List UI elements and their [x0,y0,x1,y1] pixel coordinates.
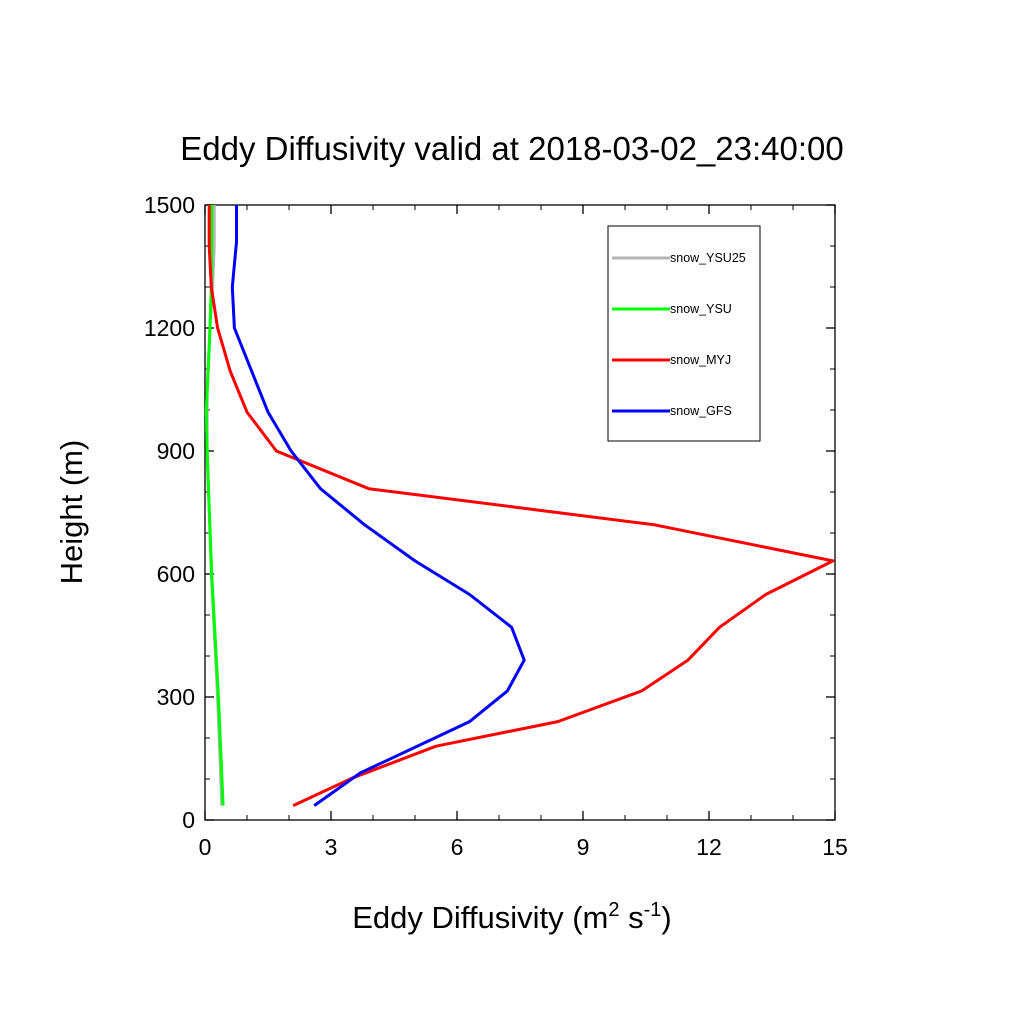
legend-label-snow-myj: snow_MYJ [670,353,731,367]
series-layer [204,205,835,807]
y-tick-label: 900 [157,438,195,464]
x-tick-label: 9 [577,834,590,860]
x-tick-label: 15 [822,834,848,860]
legend: snow_YSU25 snow_YSU snow_MYJ snow_GFS [607,225,761,442]
plot-area: 0 3 6 9 12 15 0 300 600 900 1200 1500 [144,192,848,860]
x-tick-label: 12 [696,834,722,860]
chart-title: Eddy Diffusivity valid at 2018-03-02_23:… [180,130,843,167]
y-tick-label: 600 [157,561,195,587]
series-line-snow-ysu [204,205,225,806]
y-axis-label: Height (m) [54,440,89,585]
x-axis-label: Eddy Diffusivity (m2 s-1) [352,899,671,935]
series-line-snow-myj [207,205,835,807]
x-tick-label: 6 [451,834,464,860]
y-tick-label: 0 [182,807,195,833]
x-tick-label: 0 [199,834,212,860]
legend-label-snow-gfs: snow_GFS [670,404,732,418]
legend-label-snow-ysu: snow_YSU [670,302,732,316]
x-tick-label: 3 [325,834,338,860]
y-tick-label: 1200 [144,315,195,341]
plot-frame [204,204,836,821]
y-tick-label: 1500 [144,192,195,218]
legend-box [607,225,761,442]
series-line-snow-gfs [230,205,526,807]
y-tick-label: 300 [157,684,195,710]
legend-label-snow-ysu25: snow_YSU25 [670,251,746,265]
